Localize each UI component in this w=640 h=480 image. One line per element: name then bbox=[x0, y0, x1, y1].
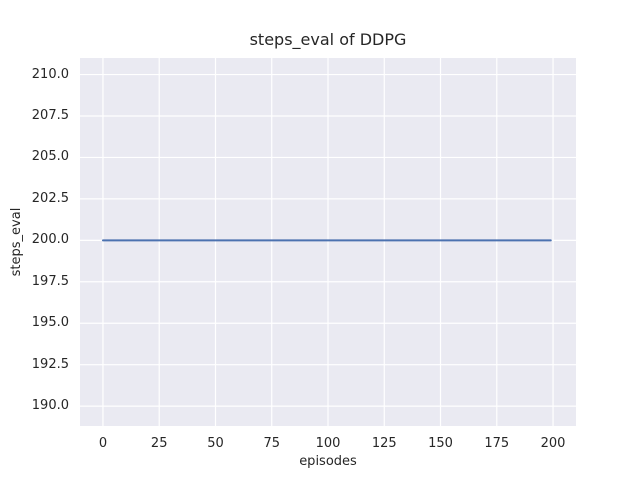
plot-area bbox=[80, 58, 576, 426]
y-tick-label: 210.0 bbox=[31, 66, 69, 82]
x-tick-label: 175 bbox=[484, 436, 510, 451]
y-tick-label: 195.0 bbox=[31, 315, 69, 331]
x-tick-label: 200 bbox=[540, 436, 566, 451]
x-tick-label: 125 bbox=[371, 436, 397, 451]
x-tick-label: 150 bbox=[428, 436, 453, 451]
x-tick-label: 25 bbox=[150, 436, 168, 451]
y-tick-label: 207.5 bbox=[31, 108, 69, 124]
y-tick-label: 190.0 bbox=[31, 398, 69, 414]
y-tick-label: 205.0 bbox=[31, 149, 69, 165]
y-tick-label: 200.0 bbox=[31, 232, 69, 248]
y-tick-label: 197.5 bbox=[31, 273, 69, 289]
chart-title: steps_eval of DDPG bbox=[249, 30, 407, 49]
x-tick-label: 100 bbox=[315, 436, 341, 451]
x-tick-label: 75 bbox=[263, 436, 280, 451]
x-tick-label: 0 bbox=[98, 436, 108, 451]
x-tick-label: 50 bbox=[207, 436, 224, 451]
y-tick-label: 202.5 bbox=[31, 190, 69, 206]
y-tick-label: 192.5 bbox=[31, 356, 69, 372]
x-axis-label: episodes bbox=[299, 454, 357, 469]
